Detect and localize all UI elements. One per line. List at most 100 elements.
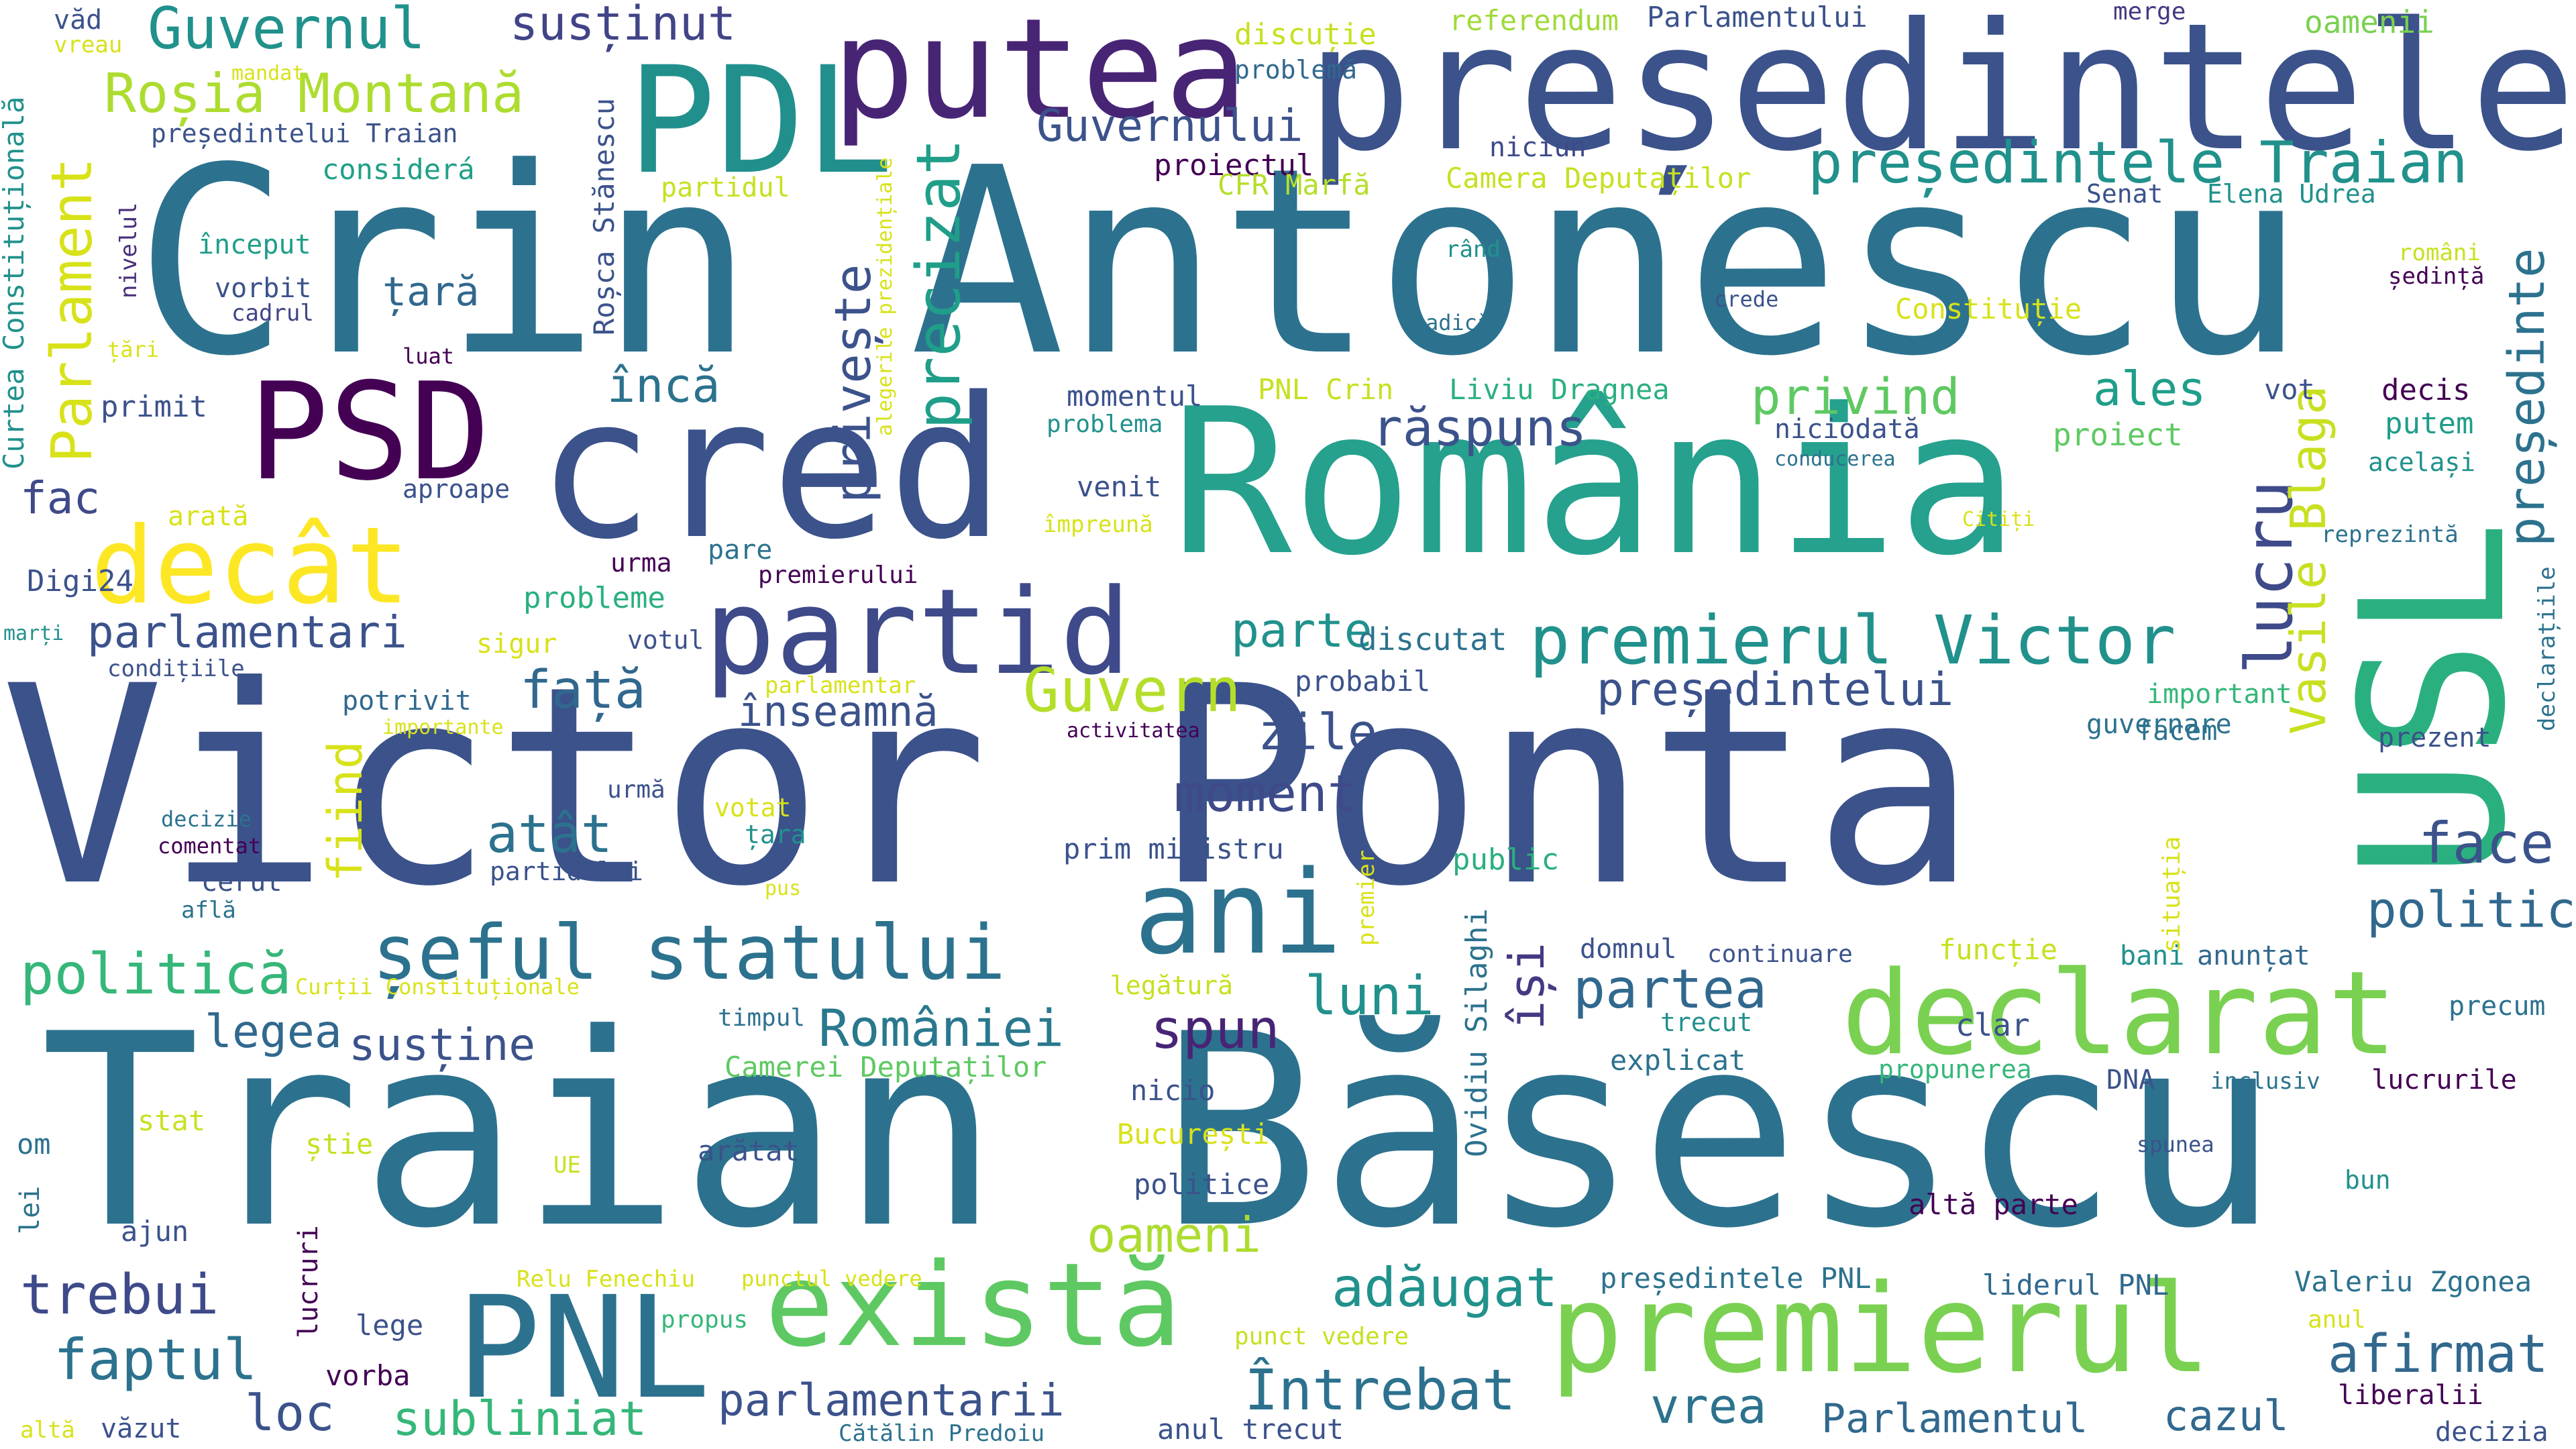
word: președintelui Traian (151, 119, 458, 148)
word: trecut (1660, 1008, 1753, 1037)
word: atât (486, 804, 612, 865)
word: București (1117, 1118, 1270, 1150)
word: DNA (2106, 1065, 2155, 1095)
word: merge (2113, 0, 2186, 25)
word: oamenii (2304, 4, 2434, 40)
word: răspuns (1372, 398, 1587, 458)
word: României (818, 998, 1065, 1058)
word: liderul PNL (1982, 1269, 2169, 1301)
word: potrivit (342, 686, 472, 716)
word: adică (1426, 310, 1491, 335)
word: fiind (318, 741, 373, 882)
word: niciun (1489, 132, 1587, 163)
word: nivelul (115, 202, 142, 299)
word: propunerea (1878, 1055, 2032, 1084)
word: fac (20, 472, 101, 524)
word: premierul (1550, 1258, 2212, 1400)
word: Valeriu Zgonea (2294, 1265, 2532, 1298)
word: față (520, 660, 646, 720)
word: votul (627, 625, 704, 655)
word: înseamnă (738, 687, 938, 736)
word: face (2418, 810, 2555, 876)
word: urmă (607, 776, 665, 804)
word: Parlamentului (1647, 1, 1868, 34)
word: premier (1353, 849, 1380, 946)
word: crede (1714, 286, 1779, 312)
word: conducerea (1774, 447, 1896, 471)
word: bun (2345, 1165, 2391, 1195)
word: Guvernului (1036, 100, 1303, 152)
word: luni (1305, 965, 1434, 1027)
word: președintele PNL (1600, 1262, 1872, 1295)
word: prim ministru (1063, 833, 1284, 865)
word: cred (537, 356, 1006, 582)
word: declarațiile (2534, 566, 2561, 731)
word: vrea (1650, 1378, 1767, 1434)
word: UE (553, 1152, 581, 1179)
word: explicat (1610, 1044, 1746, 1077)
word: Ovidiu Silaghi (1460, 908, 1494, 1157)
word: vreau (54, 32, 123, 58)
word: trebui (20, 1263, 219, 1327)
word: încă (607, 358, 720, 413)
word: lucrurile (2371, 1065, 2517, 1095)
word: clar (1955, 1007, 2030, 1043)
word: problema (1046, 411, 1163, 438)
word: discutat (1358, 621, 1507, 657)
word: Citiți (1962, 508, 2035, 531)
word: români (2398, 239, 2481, 266)
word: alegerile prezidențiale (873, 157, 897, 436)
word: Parlamentul (1821, 1395, 2088, 1442)
word: inclusiv (2210, 1068, 2320, 1095)
word: situația (2158, 836, 2186, 953)
word: țara (745, 820, 806, 849)
word: partea (1573, 958, 1767, 1020)
word: Roșca Stănescu (588, 97, 621, 335)
word: activitatea (1067, 719, 1200, 743)
word: declarat (1841, 946, 2398, 1081)
word: vot (2264, 373, 2315, 406)
word: momentul (1067, 380, 1203, 413)
word: Camera Deputaților (1446, 162, 1752, 195)
word: Curtea Constituțională (0, 96, 30, 470)
word: România (1171, 366, 2019, 600)
word: PSD (248, 354, 491, 511)
word: anul trecut (1157, 1413, 1344, 1446)
word: Roșia Montană (104, 62, 525, 125)
word: Victor Ponta (0, 628, 1978, 947)
word: arătat (698, 1134, 800, 1167)
word: Liviu Dragnea (1449, 373, 1670, 406)
word: Digi24 (27, 564, 133, 598)
word: zile (1258, 704, 1378, 761)
word: liberalii (2338, 1380, 2483, 1411)
word: CFR Marfă (1218, 168, 1371, 201)
word: propus (661, 1306, 749, 1334)
word: Traian Băsescu (40, 977, 2279, 1287)
word: află (181, 897, 236, 924)
word: proiectul (1154, 148, 1314, 182)
word: punctul vedere (741, 1266, 922, 1291)
word: important (2147, 679, 2292, 710)
word: ședință (2388, 263, 2485, 290)
word: își (1499, 942, 1555, 1030)
word: președinte (2498, 248, 2556, 547)
word: PNL (456, 1266, 711, 1430)
word: public (1452, 843, 1559, 877)
word: cazul (2163, 1391, 2289, 1440)
word: legătură (1110, 971, 1234, 1000)
word: ani (1134, 845, 1342, 980)
word: Parlament (39, 157, 105, 463)
word: votat (714, 793, 792, 822)
word: domnul (1580, 934, 1677, 965)
word: reprezintă (2321, 521, 2459, 548)
word: altă (20, 1417, 75, 1444)
word: premierului (758, 561, 918, 589)
word: luat (402, 343, 455, 369)
word: pare (708, 535, 773, 566)
word: spun (1150, 998, 1280, 1061)
word: condițiile (107, 655, 245, 682)
word: șeful statului (372, 910, 1006, 997)
word: precizat (904, 138, 974, 429)
word: stat (138, 1104, 206, 1137)
